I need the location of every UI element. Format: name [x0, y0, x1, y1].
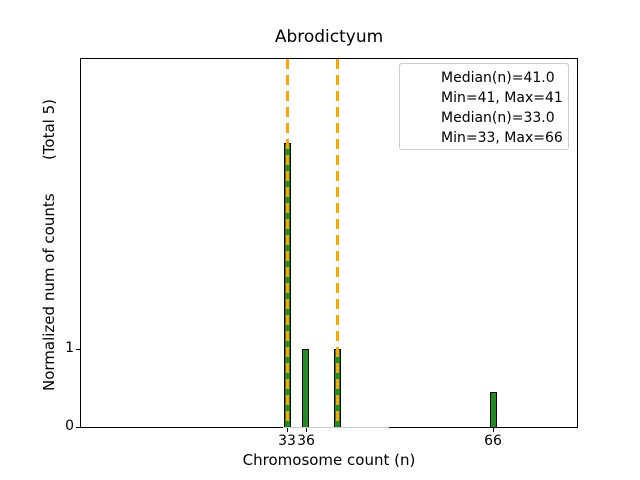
legend-label: Min=33, Max=66 — [441, 130, 563, 146]
legend-label: Min=41, Max=41 — [441, 90, 563, 106]
y-tick-mark-0 — [76, 427, 80, 428]
legend-label: Median(n)=41.0 — [441, 70, 555, 86]
x-tick-mark-66 — [493, 428, 494, 432]
legend-entry: Median(n)=33.0 — [408, 108, 568, 128]
chart-title: Abrodictyum — [274, 27, 384, 47]
x-axis-label: Chromosome count (n) — [242, 451, 416, 469]
bar-36 — [302, 349, 309, 427]
legend-entry: Median(n)=41.0 — [408, 68, 568, 88]
y-tick-label-0: 0 — [65, 418, 74, 434]
legend-label: Median(n)=33.0 — [441, 110, 555, 126]
legend: Median(n)=41.0 Min=41, Max=41 Median(n)=… — [399, 63, 569, 150]
legend-entry: Min=41, Max=41 — [408, 88, 568, 108]
axis-baseline-artifact — [283, 427, 389, 428]
x-tick-label-36: 36 — [297, 433, 315, 449]
y-tick-mark-1 — [76, 349, 80, 350]
bar-66 — [490, 392, 497, 427]
y-tick-label-1: 1 — [65, 340, 74, 356]
x-tick-mark-33 — [287, 428, 288, 432]
legend-entry: Min=33, Max=66 — [408, 128, 568, 148]
x-tick-mark-36 — [306, 428, 307, 432]
y-axis-label: Normalized num of counts (Total 5) — [40, 99, 58, 392]
x-tick-label-66: 66 — [484, 433, 502, 449]
x-tick-label-33: 33 — [278, 433, 296, 449]
median-line-33 — [286, 59, 289, 427]
median-line-41 — [336, 59, 339, 427]
